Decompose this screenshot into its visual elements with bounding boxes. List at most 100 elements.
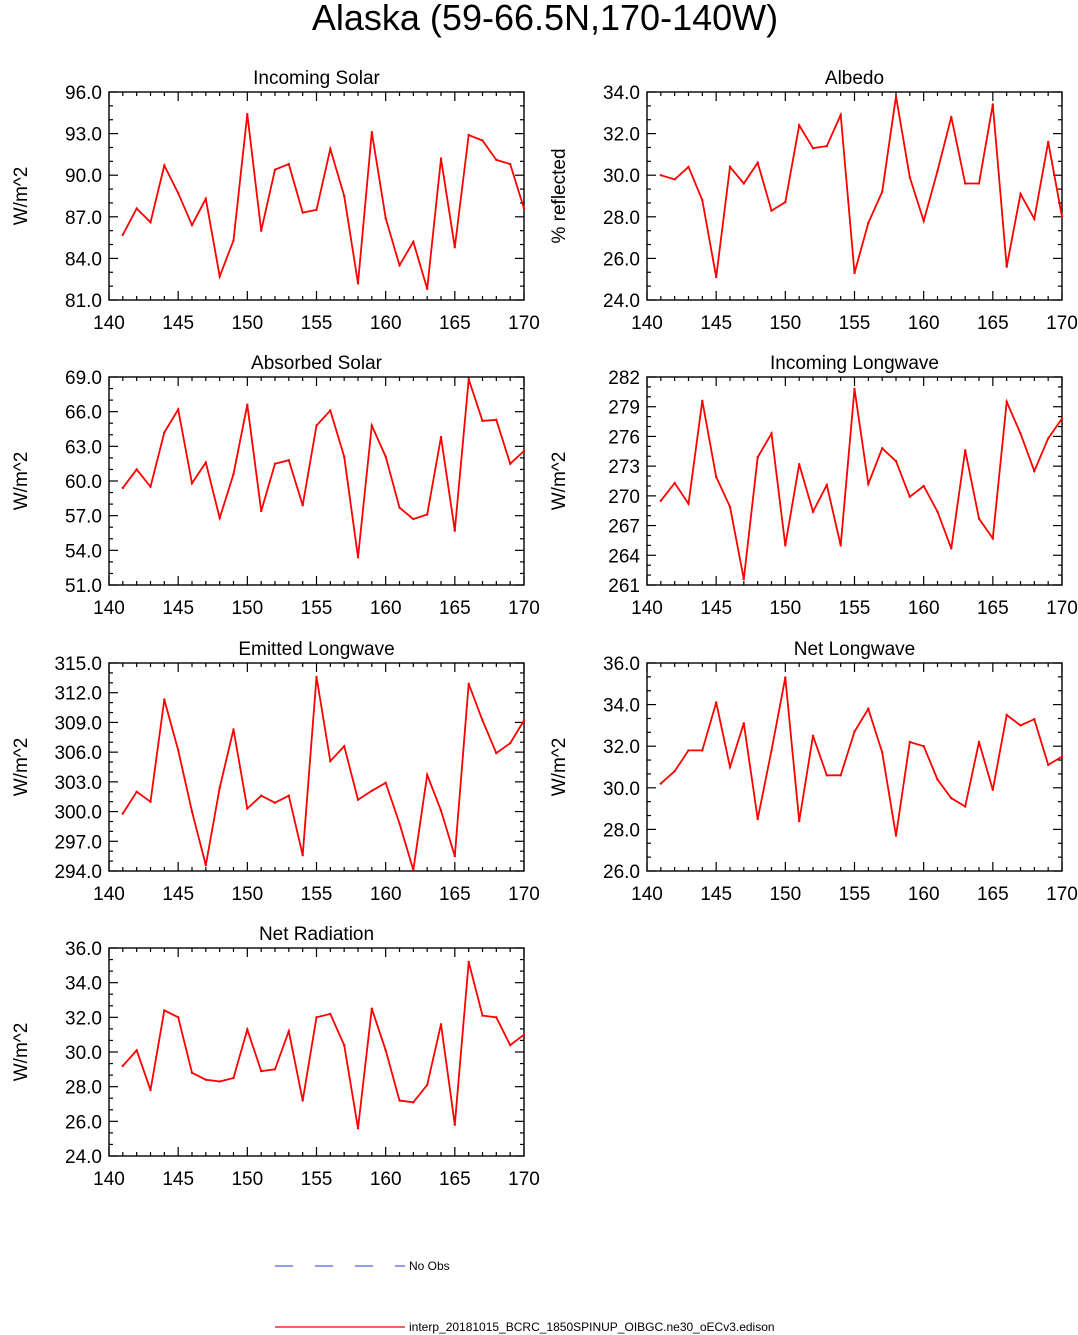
data-point	[190, 810, 194, 813]
data-point	[356, 798, 360, 801]
data-point	[922, 745, 925, 748]
x-tick-label: 155	[301, 313, 333, 334]
data-point	[867, 482, 870, 486]
y-tick-label: 309.0	[54, 713, 102, 734]
data-point	[135, 790, 138, 793]
data-point	[798, 463, 801, 466]
y-axis-label: % reflected	[549, 148, 570, 243]
data-point	[481, 419, 484, 423]
data-point	[839, 113, 842, 117]
y-tick-label: 261	[608, 576, 640, 597]
data-point	[509, 162, 512, 166]
data-point	[481, 719, 484, 722]
data-point	[190, 1071, 194, 1075]
data-point	[426, 287, 429, 291]
y-axis-label: W/m^2	[11, 738, 32, 797]
data-point	[881, 447, 884, 450]
data-point	[728, 765, 732, 769]
x-tick-label: 170	[508, 598, 540, 619]
y-tick-label: 32.0	[603, 125, 640, 146]
data-point	[121, 233, 125, 236]
y-tick-label: 300.0	[54, 803, 102, 824]
data-point	[770, 432, 773, 435]
data-point	[784, 544, 787, 547]
y-tick-label: 306.0	[54, 743, 102, 764]
y-tick-label: 51.0	[65, 576, 102, 597]
x-tick-label: 145	[162, 313, 194, 334]
data-point	[204, 197, 207, 200]
chart-title: Emitted Longwave	[238, 639, 394, 660]
data-point	[798, 124, 801, 127]
data-point	[356, 1127, 360, 1130]
x-tick-label: 145	[700, 598, 732, 619]
data-point	[977, 517, 981, 520]
data-point	[991, 788, 994, 792]
legend: No Obs interp_20181015_BCRC_1850SPINUP_O…	[275, 1259, 775, 1334]
data-point	[728, 505, 732, 508]
x-tick-label: 165	[977, 313, 1009, 334]
data-point	[370, 1007, 373, 1010]
data-point	[343, 194, 346, 198]
y-tick-label: 30.0	[603, 166, 640, 187]
data-point	[467, 682, 470, 685]
x-tick-label: 165	[977, 884, 1009, 905]
data-point	[260, 229, 263, 232]
data-point	[149, 485, 152, 488]
data-point	[398, 1099, 401, 1102]
data-point	[839, 774, 842, 777]
data-point	[756, 161, 759, 164]
data-point	[453, 854, 456, 858]
data-point	[825, 483, 828, 487]
y-tick-label: 36.0	[65, 939, 102, 960]
data-point	[343, 455, 346, 458]
data-point	[301, 504, 304, 507]
y-tick-label: 90.0	[65, 166, 102, 187]
data-point	[426, 773, 429, 777]
data-point	[149, 221, 152, 224]
data-point	[163, 164, 166, 167]
data-point	[894, 95, 898, 98]
data-point	[964, 182, 967, 185]
data-point	[439, 157, 443, 160]
data-point	[370, 131, 373, 134]
y-tick-label: 36.0	[603, 654, 640, 675]
data-point	[329, 147, 332, 151]
data-point	[273, 168, 277, 171]
data-point	[273, 801, 277, 804]
y-tick-label: 315.0	[54, 654, 102, 675]
x-tick-label: 160	[370, 598, 402, 619]
data-point	[673, 481, 676, 485]
chart-title: Incoming Solar	[253, 68, 380, 89]
chart-title: Absorbed Solar	[251, 353, 383, 374]
x-tick-label: 150	[769, 598, 801, 619]
data-point	[936, 169, 939, 173]
data-point	[273, 462, 277, 465]
y-tick-label: 34.0	[603, 696, 640, 717]
x-tick-label: 150	[231, 598, 263, 619]
data-point	[204, 1078, 207, 1081]
data-point	[260, 509, 263, 513]
data-point	[370, 424, 373, 427]
x-tick-label: 165	[439, 313, 471, 334]
chart-incoming-solar: Incoming Solar W/m^2 140 145 150 155 160 165 170…	[11, 68, 540, 334]
y-tick-label: 294.0	[54, 862, 102, 883]
data-point	[1005, 713, 1008, 717]
x-tick-label: 165	[977, 598, 1009, 619]
data-point	[701, 199, 704, 202]
data-point	[163, 1009, 166, 1012]
data-point	[495, 418, 498, 421]
data-point	[1060, 215, 1064, 218]
data-point	[1005, 265, 1008, 268]
data-point	[908, 495, 911, 498]
y-tick-label: 87.0	[65, 208, 102, 229]
plot-frame	[646, 662, 1063, 872]
series-line-incoming-solar	[122, 114, 525, 290]
y-tick-label: 279	[608, 398, 640, 419]
x-tick-label: 140	[93, 598, 125, 619]
x-tick-label: 165	[439, 884, 471, 905]
data-point	[412, 1101, 415, 1104]
x-tick-label: 170	[508, 1169, 540, 1190]
y-tick-label: 303.0	[54, 773, 102, 794]
x-tick-label: 155	[301, 1169, 333, 1190]
data-point	[232, 472, 235, 476]
